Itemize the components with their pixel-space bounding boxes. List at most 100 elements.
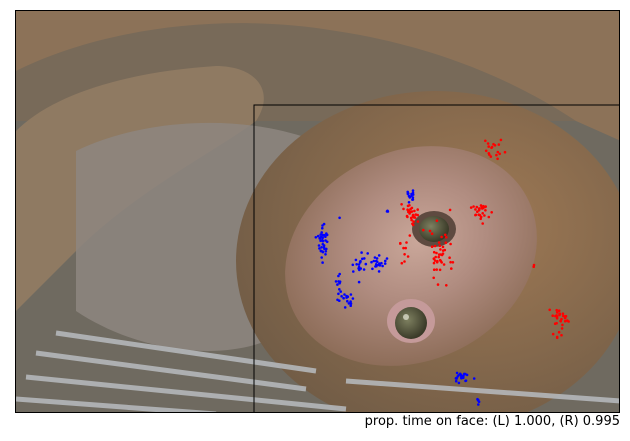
- right-eye-gaze-point: [408, 204, 411, 207]
- right-eye-gaze-point: [432, 276, 436, 280]
- right-eye-gaze-point: [428, 229, 432, 233]
- left-eye-gaze-point: [464, 379, 468, 383]
- left-eye-gaze-point: [364, 262, 368, 266]
- left-eye-gaze-point: [325, 233, 329, 237]
- left-eye-gaze-point: [462, 374, 465, 378]
- right-eye-gaze-point: [410, 218, 413, 222]
- right-eye-gaze-point: [448, 208, 452, 212]
- right-eye-gaze-point: [400, 261, 404, 265]
- left-eye-gaze-point: [373, 256, 377, 259]
- right-eye-gaze-point: [487, 215, 491, 219]
- left-eye-gaze-point: [320, 246, 323, 249]
- right-eye-gaze-point: [481, 212, 485, 215]
- left-eye-gaze-point: [338, 299, 341, 303]
- right-eye-gaze-point: [551, 314, 554, 318]
- left-eye-gaze-point: [476, 397, 479, 401]
- right-eye-gaze-point: [450, 267, 453, 270]
- left-eye-gaze-point: [372, 259, 376, 263]
- right-eye-gaze-point: [411, 222, 414, 226]
- right-eye-gaze-point: [560, 327, 564, 330]
- left-eye-gaze-point: [345, 296, 348, 299]
- left-eye-gaze-point: [355, 263, 359, 266]
- right-eye-gaze-point: [480, 205, 484, 209]
- right-eye-gaze-point: [445, 284, 448, 287]
- right-eye-gaze-point: [557, 330, 561, 334]
- right-eye-gaze-point: [438, 244, 442, 247]
- left-eye-gaze-point: [349, 293, 353, 296]
- right-eye-gaze-point: [496, 150, 500, 154]
- right-eye-gaze-point: [474, 208, 477, 211]
- left-eye-gaze-point: [352, 270, 355, 273]
- right-eye-gaze-point: [489, 155, 493, 158]
- left-eye-gaze-point: [320, 231, 324, 234]
- left-eye-gaze-point: [343, 306, 347, 309]
- left-eye-gaze-point: [324, 239, 327, 242]
- left-eye-gaze-point: [338, 281, 341, 285]
- left-eye-gaze-point: [406, 192, 410, 196]
- right-eye-gaze-point: [557, 309, 561, 313]
- right-eye-gaze-point: [438, 268, 442, 272]
- left-eye-gaze-point: [374, 263, 378, 266]
- right-eye-gaze-point: [555, 311, 559, 314]
- right-eye-gaze-point: [404, 246, 408, 250]
- left-eye-gaze-point: [321, 236, 325, 239]
- right-eye-gaze-point: [503, 150, 507, 154]
- right-eye-gaze-point: [432, 261, 436, 265]
- right-eye-gaze-point: [399, 241, 402, 245]
- right-eye-gaze-point: [403, 253, 406, 256]
- left-eye-gaze-point: [464, 372, 467, 376]
- left-eye-gaze-point: [360, 251, 363, 254]
- left-eye-gaze-point: [324, 253, 327, 256]
- right-eye-gaze-point: [484, 139, 487, 143]
- right-eye-gaze-point: [448, 256, 451, 259]
- left-eye-gaze-point: [339, 290, 343, 293]
- left-eye-gaze-point: [357, 263, 361, 266]
- right-eye-gaze-point: [402, 246, 405, 250]
- right-eye-gaze-point: [442, 263, 446, 266]
- left-eye-gaze-point: [357, 265, 361, 269]
- right-eye-gaze-point: [561, 312, 565, 316]
- right-eye-gaze-point: [451, 261, 455, 264]
- left-eye-gaze-point: [380, 261, 383, 265]
- left-eye-gaze-point: [321, 261, 324, 264]
- left-eye-gaze-point: [343, 293, 346, 296]
- right-eye-gaze-point: [560, 333, 563, 337]
- left-eye-gaze-point: [455, 371, 459, 375]
- right-eye-gaze-point: [439, 248, 442, 251]
- left-eye-gaze-point: [318, 236, 322, 240]
- monkey-photo: [16, 11, 619, 412]
- right-eye-gaze-point: [490, 146, 493, 150]
- left-eye-gaze-point: [384, 259, 387, 263]
- right-eye-gaze-point: [477, 209, 481, 212]
- left-eye-gaze-point: [381, 264, 384, 268]
- left-eye-gaze-point: [342, 296, 345, 300]
- right-eye-gaze-point: [414, 213, 418, 216]
- right-eye-gaze-point: [563, 319, 567, 323]
- left-eye-gaze-point: [472, 377, 476, 380]
- right-eye-gaze-point: [435, 251, 438, 255]
- left-eye-gaze-point: [477, 403, 480, 406]
- left-eye-gaze-point: [357, 267, 361, 271]
- left-eye-gaze-point: [375, 264, 378, 268]
- right-eye-gaze-point: [555, 321, 558, 325]
- right-eye-gaze-point: [551, 332, 555, 336]
- right-eye-gaze-point: [475, 205, 479, 209]
- right-eye-gaze-point: [403, 260, 406, 263]
- left-eye-gaze-point: [411, 193, 415, 196]
- left-eye-gaze-point: [316, 234, 320, 238]
- left-eye-gaze-point: [362, 268, 366, 271]
- right-eye-gaze-point: [474, 213, 478, 217]
- left-eye-gaze-point: [383, 262, 387, 265]
- right-eye-gaze-point: [437, 241, 441, 244]
- left-eye-gaze-point: [351, 263, 355, 267]
- left-eye-gaze-point: [321, 242, 325, 246]
- right-eye-gaze-point: [490, 211, 494, 214]
- left-eye-gaze-point: [338, 272, 342, 276]
- left-eye-gaze-point: [325, 247, 328, 251]
- right-eye-gaze-point: [444, 241, 448, 244]
- right-eye-gaze-point: [430, 245, 434, 248]
- right-eye-gaze-point: [555, 317, 559, 320]
- right-eye-gaze-point: [566, 319, 569, 322]
- right-eye-gaze-point: [548, 308, 551, 312]
- right-eye-gaze-point: [559, 319, 562, 323]
